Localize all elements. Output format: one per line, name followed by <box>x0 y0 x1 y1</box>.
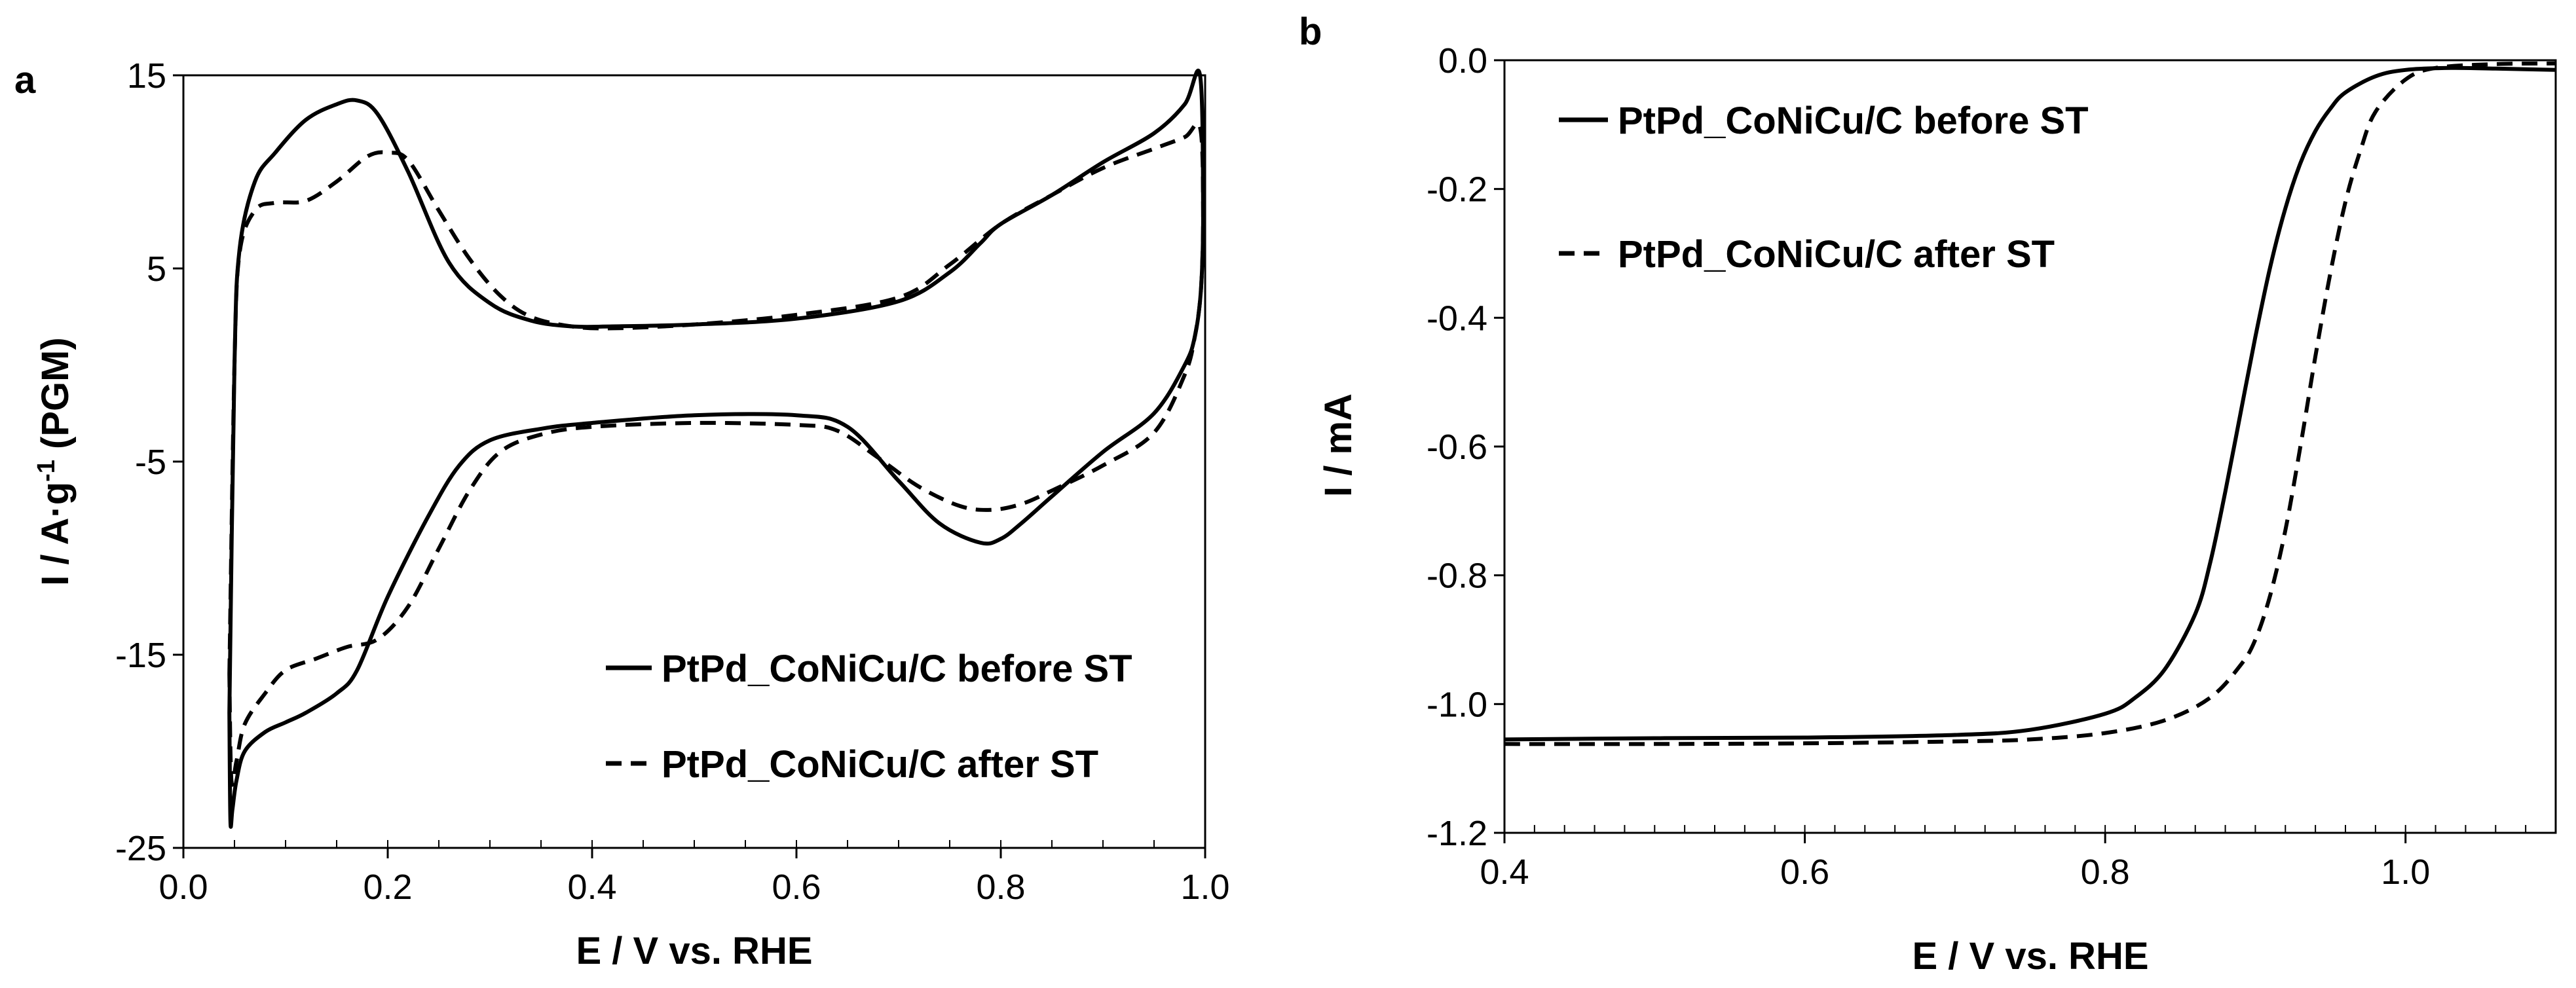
x-axis-label-a: E / V vs. RHE <box>576 930 812 972</box>
x-tick-label: 0.8 <box>2081 852 2130 892</box>
y-axis-label-a-suffix: (PGM) <box>34 337 77 460</box>
legend-b-label-after: PtPd_CoNiCu/C after ST <box>1618 233 2055 276</box>
series-lines-b <box>1504 61 2556 746</box>
x-tick-label: 0.2 <box>363 868 412 907</box>
y-axis-label-b: I / mA <box>1317 393 1360 497</box>
panel-b: b 0.4 0.6 0.8 1.0 0.0 -0.2 -0.4 -0.6 -0.8 -1.0 -1… <box>1299 10 2557 978</box>
legend-a-label-after: PtPd_CoNiCu/C after ST <box>662 743 1098 786</box>
x-axis-ticks-b: 0.4 0.6 0.8 1.0 <box>1480 825 2556 892</box>
x-tick-label: 1.0 <box>1180 868 1229 907</box>
legend-b: PtPd_CoNiCu/C before ST PtPd_CoNiCu/C af… <box>1559 100 2089 276</box>
y-axis-ticks-b: 0.0 -0.2 -0.4 -0.6 -0.8 -1.0 -1.2 <box>1427 41 1504 853</box>
y-axis-label-a-main: I / A·g <box>34 482 77 586</box>
y-tick-label: -0.8 <box>1427 557 1487 596</box>
plot-frame-a <box>182 74 1206 849</box>
y-tick-label: -0.4 <box>1427 299 1487 338</box>
y-tick-label: -5 <box>135 443 166 482</box>
x-tick-label: 0.4 <box>567 868 616 907</box>
series-lines-a <box>227 68 1205 829</box>
legend-a-label-before: PtPd_CoNiCu/C before ST <box>662 648 1132 690</box>
legend-b-label-before: PtPd_CoNiCu/C before ST <box>1618 100 2089 142</box>
x-tick-label: 0.8 <box>976 868 1025 907</box>
y-tick-label: -15 <box>115 636 166 675</box>
x-tick-label: 0.6 <box>772 868 821 907</box>
series-line-before-st <box>1504 65 2556 742</box>
y-tick-label: 0.0 <box>1438 41 1487 81</box>
x-tick-label: 0.4 <box>1480 852 1529 892</box>
y-tick-label: -1.2 <box>1427 814 1487 853</box>
y-axis-label-a-sup: -1 <box>33 460 60 482</box>
y-tick-label: -0.6 <box>1427 428 1487 467</box>
y-tick-label: -25 <box>115 829 166 868</box>
y-tick-label: 5 <box>147 249 166 289</box>
legend-a: PtPd_CoNiCu/C before ST PtPd_CoNiCu/C af… <box>606 648 1132 786</box>
series-line-before-st <box>227 68 1205 829</box>
y-axis-label-a: I / A·g-1 (PGM) <box>33 337 77 586</box>
panel-label-a: a <box>14 59 36 101</box>
y-tick-label: 15 <box>127 56 166 96</box>
panel-label-b: b <box>1299 10 1322 53</box>
y-axis-ticks-a: 15 5 -5 -15 -25 <box>115 56 183 868</box>
plot-frame-b <box>1503 59 2557 834</box>
series-line-after-st <box>1504 61 2556 746</box>
y-tick-label: -0.2 <box>1427 170 1487 210</box>
x-tick-label: 0.6 <box>1780 852 1829 892</box>
x-axis-ticks-a: 0.0 0.2 0.4 0.6 0.8 1.0 <box>159 840 1230 907</box>
x-tick-label: 1.0 <box>2381 852 2430 892</box>
series-line-after-st <box>227 121 1205 787</box>
x-axis-label-b: E / V vs. RHE <box>1912 935 2148 978</box>
panel-a: a 0.0 0.2 0.4 0.6 0.8 1.0 15 5 -5 -15 -25 E / V v… <box>14 56 1230 972</box>
x-tick-label: 0.0 <box>159 868 208 907</box>
y-tick-label: -1.0 <box>1427 685 1487 724</box>
